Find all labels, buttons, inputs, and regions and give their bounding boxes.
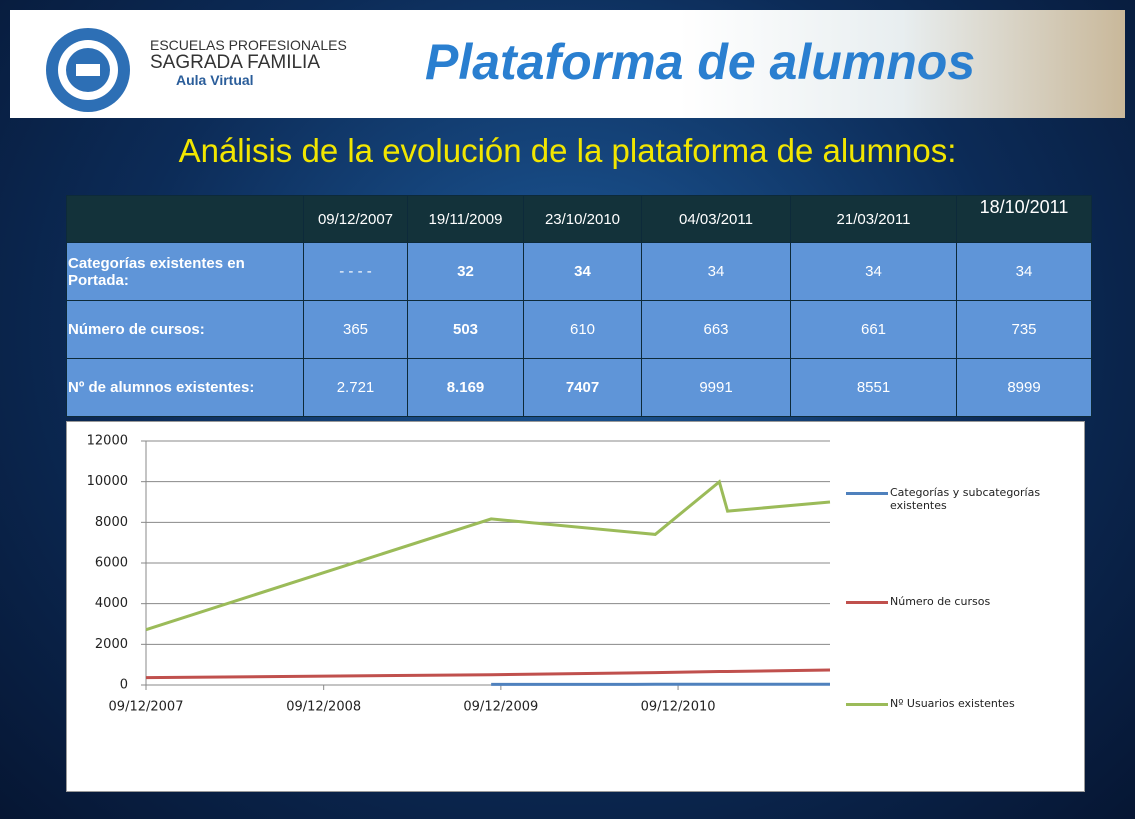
logo — [46, 28, 130, 112]
data-table: 09/12/2007 19/11/2009 23/10/2010 04/03/2… — [66, 195, 1092, 417]
subtitle: Análisis de la evolución de la plataform… — [178, 132, 957, 169]
cell: 661 — [790, 300, 957, 359]
cell: 735 — [956, 300, 1092, 359]
logo-line: ESCUELAS PROFESIONALES — [150, 37, 347, 53]
cell: 7407 — [523, 358, 642, 417]
column-header: 09/12/2007 — [303, 195, 408, 243]
column-header: 19/11/2009 — [407, 195, 524, 243]
cell: 663 — [641, 300, 791, 359]
title: Plataforma de alumnos — [425, 34, 976, 90]
cell: 8551 — [790, 358, 957, 417]
row: Nº de alumnos existentes: 2.721 8.169 74… — [66, 358, 1092, 417]
cell: 9991 — [641, 358, 791, 417]
cell: 34 — [956, 242, 1092, 301]
cell: 34 — [523, 242, 642, 301]
row: Categorías existentes en Portada: - - - … — [66, 242, 1092, 301]
logo-line: Aula Virtual — [176, 71, 254, 88]
logo-text: ESCUELAS PROFESIONALES SAGRADA FAMILIA A… — [150, 38, 347, 87]
column-header: 04/03/2011 — [641, 195, 791, 243]
column-header: 21/03/2011 — [790, 195, 957, 243]
cell: 34 — [790, 242, 957, 301]
x-tick-label: 09/12/2009 — [463, 700, 538, 715]
y-tick-label: 4000 — [95, 596, 128, 611]
logo-line: SAGRADA FAMILIA — [150, 51, 320, 73]
legend-label: Número de cursos — [890, 595, 991, 608]
cell: 8.169 — [407, 358, 524, 417]
chart-area: 0 2000 4000 6000 8000 10000 12000 09/12/2007 09/… — [66, 421, 1085, 792]
row-label: Número de cursos: — [66, 300, 304, 359]
legend-label: Nº Usuarios existentes — [890, 697, 1015, 710]
corner-cell — [66, 195, 304, 243]
y-tick-label: 10000 — [87, 474, 128, 489]
cell: 2.721 — [303, 358, 408, 417]
y-tick-label: 8000 — [95, 515, 128, 530]
cell: 34 — [641, 242, 791, 301]
row: Número de cursos: 365 503 610 663 661 73… — [66, 300, 1092, 359]
y-tick-label: 2000 — [95, 637, 128, 652]
y-tick-label: 6000 — [95, 556, 128, 571]
legend-swatch — [846, 492, 888, 495]
chart: 0 2000 4000 6000 8000 10000 12000 09/12/2007 09/… — [87, 434, 831, 715]
column-header: 18/10/2011 — [956, 195, 1092, 243]
cell: 610 — [523, 300, 642, 359]
x-tick-label: 09/12/2008 — [286, 700, 361, 715]
header-row: 09/12/2007 19/11/2009 23/10/2010 04/03/2… — [66, 195, 1092, 243]
y-tick-label: 0 — [120, 678, 128, 693]
y-tick-label: 12000 — [87, 434, 128, 449]
row-label: Nº de alumnos existentes: — [66, 358, 304, 417]
legend-swatch — [846, 703, 888, 706]
line-series — [145, 668, 831, 680]
row-label: Categorías existentes en Portada: — [66, 242, 304, 301]
header-band — [10, 10, 1125, 118]
column-header: 23/10/2010 — [523, 195, 642, 243]
legend-label: Categorías y subcategorías existentes — [890, 486, 1041, 512]
cell: 32 — [407, 242, 524, 301]
line-series — [145, 479, 831, 632]
cell: 8999 — [956, 358, 1092, 417]
x-tick-label: 09/12/2007 — [109, 700, 184, 715]
legend-swatch — [846, 601, 888, 604]
cell: 365 — [303, 300, 408, 359]
x-tick-label: 09/12/2010 — [641, 700, 716, 715]
cell: - - - - — [303, 242, 408, 301]
cell: 503 — [407, 300, 524, 359]
